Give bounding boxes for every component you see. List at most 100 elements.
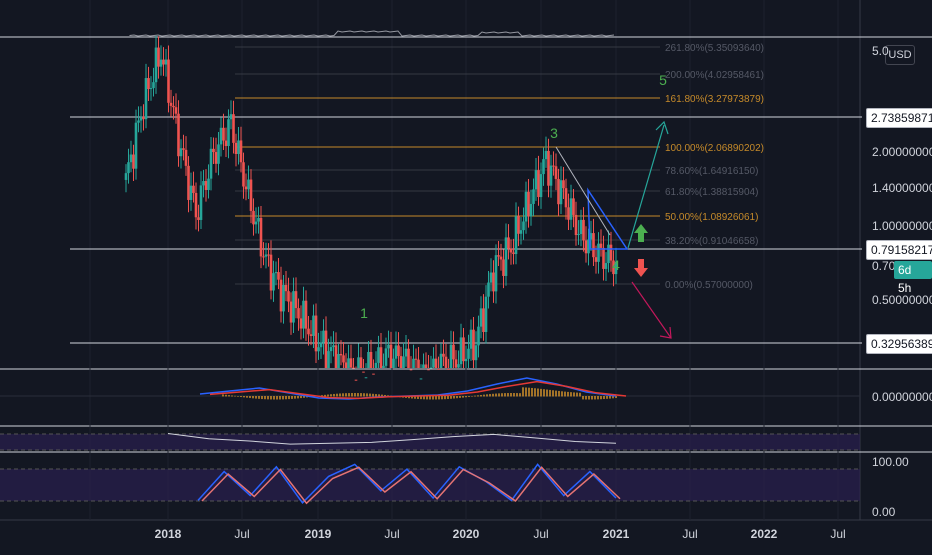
projection-up-line — [627, 124, 665, 249]
price-tick-1: 1.00000000 — [872, 219, 932, 233]
candle-body-122 — [429, 367, 433, 369]
candle-body-1 — [127, 162, 130, 174]
time-axis-label: Jul — [682, 527, 698, 541]
candle-body-181 — [577, 234, 580, 236]
candle-body-165 — [537, 170, 540, 198]
candle-body-66 — [289, 301, 293, 323]
candle-body-167 — [542, 159, 545, 175]
macd-hist-459 — [459, 396, 461, 398]
candle-body-12 — [154, 47, 158, 83]
candle-body-120 — [424, 364, 428, 368]
candle-body-101 — [377, 347, 380, 363]
candle-body-114 — [409, 369, 413, 371]
candle-body-159 — [522, 221, 525, 231]
candle-body-108 — [394, 345, 398, 359]
stoch-k-line — [197, 463, 617, 504]
candle-body-107 — [392, 358, 395, 368]
macd-hist-549 — [549, 389, 551, 397]
candle-body-86 — [339, 353, 343, 356]
candle-body-13 — [157, 47, 160, 67]
candle-body-85 — [337, 353, 340, 368]
wave-label-3: 3 — [550, 125, 558, 141]
candle-body-65 — [287, 291, 290, 302]
candle-body-29 — [197, 217, 200, 220]
macd-hist-585 — [585, 396, 587, 400]
candle-body-79 — [322, 330, 325, 343]
candle-body-19 — [172, 105, 175, 108]
candle-body-80 — [324, 330, 328, 368]
candle-body-68 — [294, 291, 298, 309]
candle-body-106 — [389, 344, 393, 368]
candle-body-115 — [412, 358, 415, 368]
candle-body-195 — [612, 260, 615, 275]
candle-body-147 — [492, 272, 495, 292]
macd-hist-579 — [579, 392, 581, 397]
candle-body-105 — [387, 344, 390, 349]
macd-hist-558 — [558, 390, 560, 397]
time-axis-label: 2020 — [452, 527, 480, 541]
candle-body-31 — [202, 181, 205, 186]
candle-body-136 — [464, 358, 468, 362]
macd-hist-510 — [510, 393, 512, 397]
currency-button[interactable]: USD — [885, 45, 915, 65]
candle-body-97 — [367, 351, 370, 368]
rsi-line — [167, 433, 617, 445]
price-tick-0-5: 0.50000000 — [872, 293, 932, 307]
candle-body-41 — [227, 119, 230, 147]
candle-body-37 — [217, 144, 220, 164]
candle-body-98 — [369, 351, 373, 368]
candle-body-126 — [439, 353, 443, 368]
candle-body-173 — [557, 178, 560, 205]
macd-hist-414 — [414, 396, 416, 399]
fib-label-7: 38.20%(0.91046658) — [665, 236, 758, 247]
time-axis-label: Jul — [830, 527, 846, 541]
macd-hist-555 — [555, 390, 557, 397]
candle-body-125 — [437, 368, 440, 370]
candle-body-185 — [587, 239, 590, 254]
macd-hist-351 — [351, 393, 353, 397]
candle-body-118 — [419, 378, 423, 380]
candle-body-14 — [159, 59, 163, 67]
macd-hist-246 — [246, 396, 248, 398]
macd-hist-243 — [243, 396, 245, 398]
candle-body-28 — [194, 192, 198, 218]
candle-body-2 — [129, 154, 133, 163]
candle-body-50 — [249, 179, 253, 211]
macd-hist-264 — [264, 396, 266, 400]
candle-body-0 — [124, 173, 128, 180]
candle-body-183 — [582, 219, 585, 241]
candle-body-113 — [407, 348, 410, 368]
candle-body-40 — [224, 140, 228, 147]
macd-hist-357 — [357, 393, 359, 397]
candle-body-184 — [584, 240, 588, 254]
fib-label-2: 161.80%(3.27973879) — [665, 94, 764, 105]
macd-hist-417 — [417, 396, 419, 399]
macd-hist-420 — [420, 396, 422, 400]
macd-hist-444 — [444, 396, 446, 400]
macd-hist-453 — [453, 396, 455, 399]
candle-body-146 — [489, 272, 493, 283]
macd-hist-495 — [495, 393, 497, 397]
candle-body-24 — [184, 149, 188, 166]
candle-body-192 — [604, 263, 608, 269]
macd-hist-489 — [489, 394, 491, 397]
macd-hist-540 — [540, 388, 542, 397]
candle-body-8 — [144, 78, 148, 120]
candle-body-63 — [282, 284, 285, 312]
macd-hist-231 — [231, 395, 233, 397]
fib-label-6: 50.00%(1.08926061) — [665, 212, 758, 223]
projection-up-head — [655, 120, 669, 135]
macd-hist-339 — [339, 393, 341, 397]
candle-body-131 — [452, 344, 455, 360]
macd-hist-492 — [492, 393, 494, 397]
candle-body-187 — [592, 233, 595, 258]
candle-body-152 — [504, 237, 508, 276]
candle-body-133 — [457, 364, 460, 368]
macd-hist-477 — [477, 395, 479, 397]
macd-hist-366 — [366, 393, 368, 397]
macd-hist-432 — [432, 396, 434, 400]
macd-hist-276 — [276, 396, 278, 400]
candle-body-9 — [147, 78, 150, 90]
